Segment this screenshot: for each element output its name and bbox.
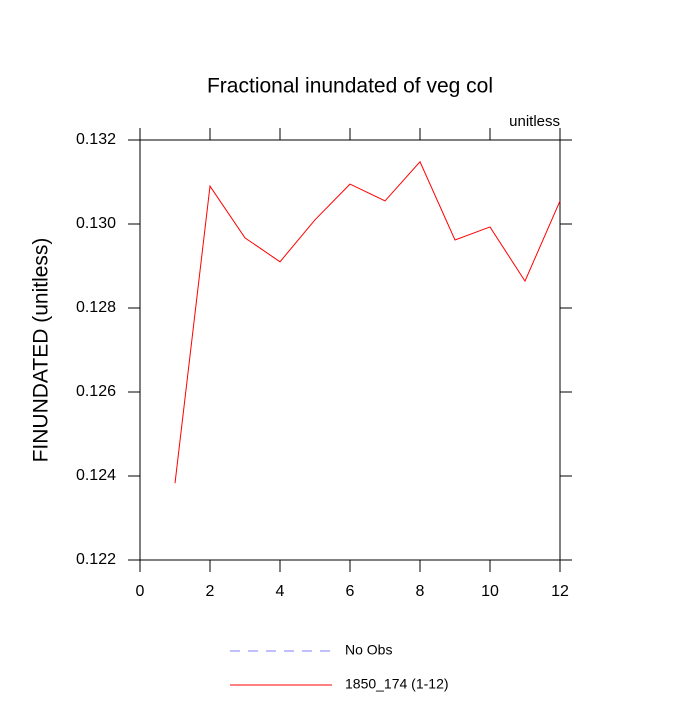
chart-title: Fractional inundated of veg col xyxy=(207,75,493,98)
y-tick-label: 0.128 xyxy=(76,299,116,316)
x-tick-label: 10 xyxy=(481,583,499,600)
y-axis-label: FINUNDATED (unitless) xyxy=(30,238,53,463)
y-tick-label: 0.130 xyxy=(76,215,116,232)
x-tick-label: 8 xyxy=(416,583,425,600)
legend-label: No Obs xyxy=(345,642,392,658)
y-tick-label: 0.124 xyxy=(76,467,116,484)
annotation: unitless xyxy=(509,113,560,130)
x-tick-label: 0 xyxy=(136,583,145,600)
x-tick-label: 4 xyxy=(276,583,285,600)
x-tick-label: 6 xyxy=(346,583,355,600)
legend-label: 1850_174 (1-12) xyxy=(345,676,449,692)
x-tick-label: 12 xyxy=(551,583,569,600)
series-line xyxy=(174,160,561,484)
y-tick-label: 0.132 xyxy=(76,131,116,148)
y-tick-label: 0.122 xyxy=(76,551,116,568)
x-tick-label: 2 xyxy=(206,583,215,600)
y-tick-label: 0.126 xyxy=(76,383,116,400)
